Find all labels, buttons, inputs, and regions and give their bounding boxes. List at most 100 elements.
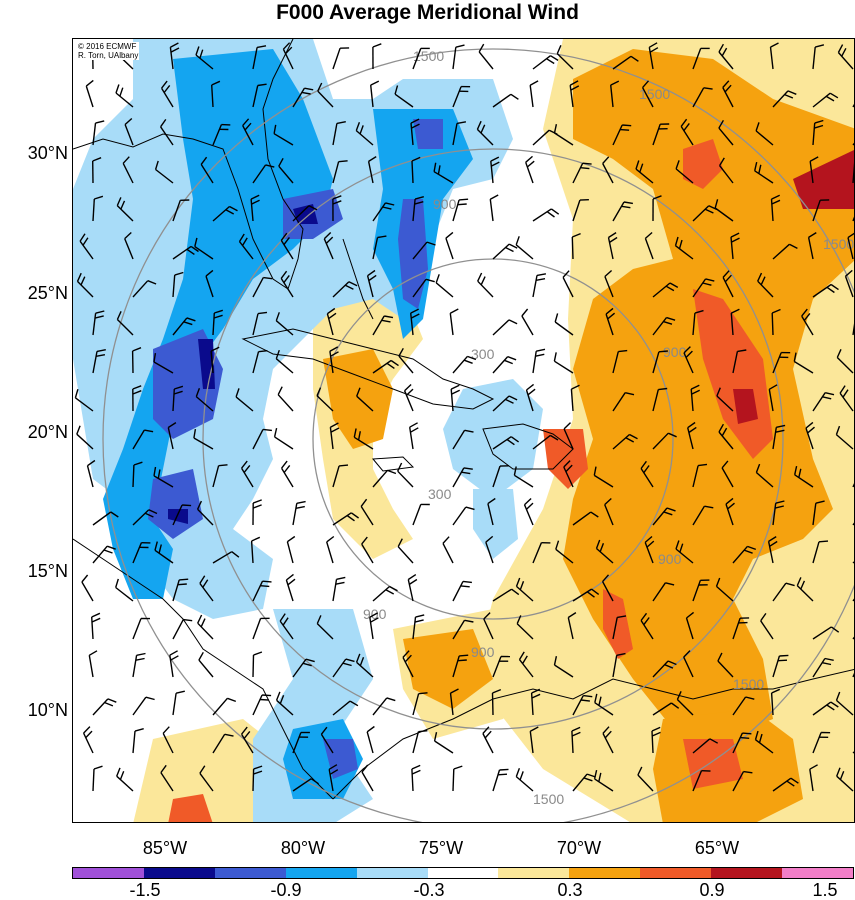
wind-barb — [492, 395, 518, 412]
range-ring-label: 300 — [471, 346, 495, 362]
wind-barb — [366, 725, 375, 754]
wind-barb — [356, 387, 374, 412]
wind-barb — [754, 161, 774, 184]
range-ring-label: 1500 — [823, 236, 854, 252]
wind-barb — [442, 536, 454, 564]
wind-barb — [332, 464, 349, 488]
wind-barb — [212, 123, 231, 146]
wind-barb — [553, 656, 574, 678]
wind-barb — [370, 80, 380, 108]
wind-barb — [692, 505, 714, 526]
wind-barb — [612, 201, 634, 222]
wind-barb — [563, 422, 574, 450]
wind-barb — [553, 124, 574, 146]
wind-barb — [132, 385, 142, 412]
wind-barb — [278, 157, 294, 184]
wind-barb — [452, 85, 471, 108]
colorbar-swatch — [285, 868, 357, 878]
wind-barb — [115, 84, 134, 108]
wind-barb — [132, 509, 158, 526]
credit-line-1: © 2016 ECMWF — [78, 42, 137, 51]
wind-barb — [530, 688, 541, 716]
wind-barb — [212, 205, 238, 222]
wind-barb — [602, 726, 614, 754]
wind-barb — [198, 651, 214, 678]
wind-barb — [612, 55, 639, 70]
wind-barb — [238, 233, 254, 260]
wind-barb — [411, 156, 421, 184]
wind-barb — [320, 726, 334, 754]
wind-barb — [279, 613, 294, 640]
wind-barb — [683, 650, 694, 678]
wind-barb — [839, 385, 854, 412]
wind-barb — [612, 124, 632, 146]
wind-barb — [154, 541, 174, 564]
wind-barb — [768, 384, 778, 412]
wind-barb — [410, 118, 420, 146]
wind-barb — [412, 692, 428, 716]
wind-barb — [532, 55, 559, 70]
wind-barb — [755, 122, 774, 146]
wind-barb — [492, 436, 520, 450]
wind-barb — [132, 461, 143, 488]
wind-barb — [403, 383, 414, 412]
wind-barb — [692, 579, 710, 602]
wind-barb — [652, 316, 676, 336]
range-ring-label: 1500 — [533, 791, 564, 807]
wind-barb — [205, 269, 214, 298]
negative-medium-west — [103, 49, 333, 599]
colorbar — [72, 867, 854, 879]
negative-max-3 — [168, 509, 188, 524]
wind-barb — [85, 79, 94, 108]
wind-barb — [722, 270, 734, 298]
wind-barb — [366, 269, 377, 298]
wind-barb — [835, 691, 854, 716]
wind-barb — [372, 202, 395, 222]
wind-barb — [116, 311, 134, 336]
wind-barb — [717, 652, 734, 678]
wind-barb — [572, 588, 600, 602]
wind-barb — [652, 123, 670, 146]
colorbar-label: -1.5 — [129, 880, 161, 900]
wind-barb — [92, 698, 117, 716]
wind-barb — [172, 690, 185, 716]
wind-barb — [92, 511, 119, 526]
map-panel: 300 300 900 900 900 900 900 1500 1500 1500 1500 150… — [72, 38, 855, 823]
wind-barb — [637, 766, 654, 792]
wind-barb — [160, 764, 174, 792]
wind-barb — [767, 536, 778, 564]
wind-barb — [692, 87, 713, 108]
wind-barb — [410, 308, 420, 336]
wind-barb — [411, 764, 421, 792]
range-ring-label: 900 — [663, 344, 687, 360]
wind-barb — [212, 309, 224, 336]
wind-barb — [132, 429, 154, 450]
colorbar-swatch — [498, 868, 570, 878]
wind-barb — [513, 466, 534, 488]
wind-barb — [153, 352, 174, 374]
wind-barb — [772, 654, 789, 678]
wind-barb — [714, 199, 734, 222]
wind-barb — [199, 575, 214, 602]
positive-red-5 — [683, 739, 743, 789]
wind-barb — [82, 726, 94, 754]
wind-barb — [433, 732, 454, 754]
wind-barb — [641, 80, 654, 108]
colorbar-label: 0.9 — [699, 880, 725, 900]
wind-barb — [652, 660, 677, 678]
wind-barb — [292, 731, 310, 754]
wind-barb — [92, 765, 103, 792]
wind-barb — [92, 349, 106, 374]
wind-barb — [200, 156, 214, 184]
wind-barb — [652, 702, 680, 716]
wind-barb — [81, 574, 94, 602]
wind-barb — [372, 359, 399, 374]
lat-label-10: 10°N — [27, 700, 68, 720]
wind-barb — [449, 688, 459, 716]
wind-barb — [835, 425, 854, 450]
wind-barb — [570, 384, 580, 412]
wind-barb — [332, 121, 346, 146]
wind-barb — [635, 160, 654, 184]
wind-barb — [452, 506, 475, 526]
wind-barb — [292, 658, 315, 678]
